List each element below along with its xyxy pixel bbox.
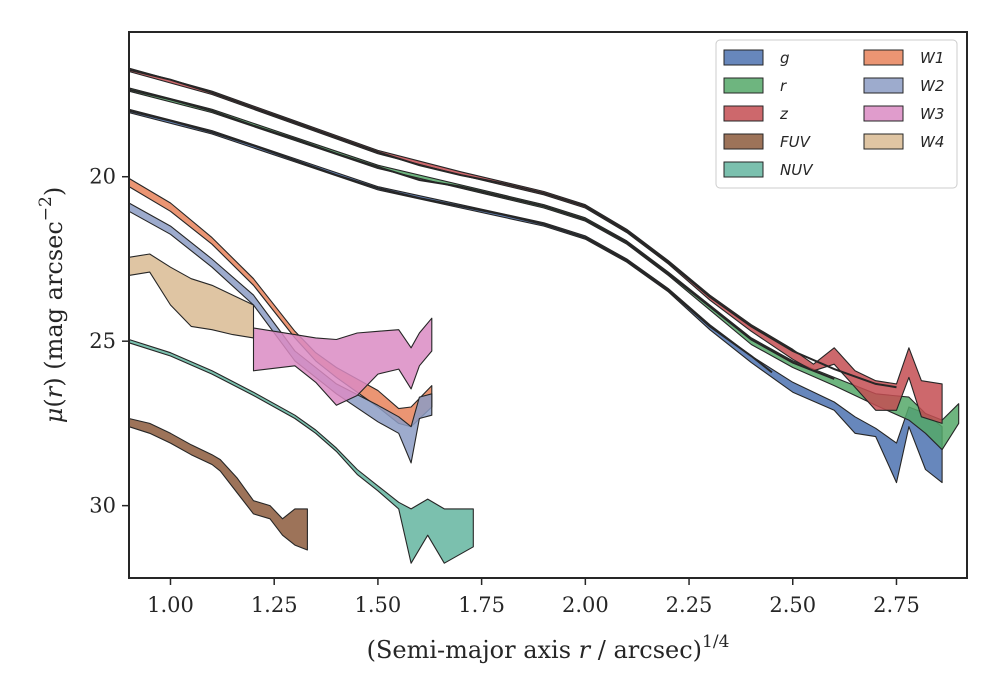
x-axis-label-text: (Semi-major axis r / arcsec)1/4 bbox=[367, 632, 730, 664]
plot-frame bbox=[128, 31, 968, 579]
legend-label: FUV bbox=[780, 133, 812, 151]
profile-lines bbox=[128, 68, 897, 389]
x-tick-label: 1.75 bbox=[458, 593, 505, 617]
x-tick-label: 2.75 bbox=[873, 593, 920, 617]
series-bands bbox=[128, 67, 960, 564]
legend-swatch bbox=[863, 105, 904, 122]
x-tick-label: 2.25 bbox=[666, 593, 713, 617]
y-tick-label: 25 bbox=[89, 329, 116, 353]
profile-line-3 bbox=[128, 109, 773, 374]
band-fuv bbox=[128, 417, 308, 551]
profile-line-1 bbox=[128, 68, 897, 389]
legend-swatch bbox=[723, 49, 764, 66]
legend-item-w4: W4 bbox=[863, 133, 944, 151]
x-axis-label: (Semi-major axis r / arcsec)1/4 bbox=[367, 632, 730, 664]
legend-item-w1: W1 bbox=[863, 49, 944, 67]
x-tick-label: 2.00 bbox=[562, 593, 609, 617]
band-nuv bbox=[128, 338, 474, 564]
legend-swatch bbox=[723, 77, 764, 94]
x-tick-label: 1.25 bbox=[251, 593, 298, 617]
legend-label: z bbox=[779, 105, 789, 123]
x-tick-label: 1.50 bbox=[355, 593, 402, 617]
y-tick-label: 30 bbox=[89, 494, 116, 518]
legend-swatch bbox=[723, 133, 764, 150]
y-axis-label: μ(r) (mag arcsec−2) bbox=[36, 187, 68, 424]
legend-frame bbox=[715, 39, 958, 189]
band-z bbox=[128, 67, 943, 424]
axis-ticks: 1.00 1.25 1.50 1.75 2.00 2.25 2.50 2.75 20 25 30 bbox=[89, 165, 920, 617]
legend-label: W2 bbox=[920, 77, 944, 95]
profile-line-2 bbox=[128, 88, 835, 380]
legend-label: g bbox=[780, 49, 790, 67]
legend-item-fuv: FUV bbox=[723, 133, 812, 151]
legend-item-w2: W2 bbox=[863, 77, 944, 95]
legend-item-r: r bbox=[723, 77, 787, 95]
x-tick-label: 2.50 bbox=[769, 593, 816, 617]
band-g bbox=[128, 108, 943, 484]
x-tick-label: 1.00 bbox=[147, 593, 194, 617]
legend-label: W4 bbox=[920, 133, 944, 151]
legend-item-nuv: NUV bbox=[723, 161, 814, 179]
y-tick-label: 20 bbox=[89, 165, 116, 189]
legend-label: NUV bbox=[780, 161, 814, 179]
legend-item-z: z bbox=[723, 105, 789, 123]
band-w3 bbox=[252, 317, 433, 406]
legend-label: W3 bbox=[920, 105, 944, 123]
legend-swatch bbox=[863, 77, 904, 94]
legend-label: W1 bbox=[920, 49, 944, 67]
legend: grz FUV NUV W1 W2 W3 W4 bbox=[715, 39, 958, 189]
legend-swatch bbox=[723, 161, 764, 178]
band-r bbox=[128, 87, 960, 451]
y-axis-label-text: μ(r) (mag arcsec−2) bbox=[36, 187, 68, 424]
legend-item-w3: W3 bbox=[863, 105, 944, 123]
legend-swatch bbox=[863, 49, 904, 66]
legend-swatch bbox=[863, 133, 904, 150]
band-w4 bbox=[128, 253, 255, 339]
legend-swatch bbox=[723, 105, 764, 122]
legend-label: r bbox=[780, 77, 787, 95]
legend-item-g: g bbox=[723, 49, 790, 67]
